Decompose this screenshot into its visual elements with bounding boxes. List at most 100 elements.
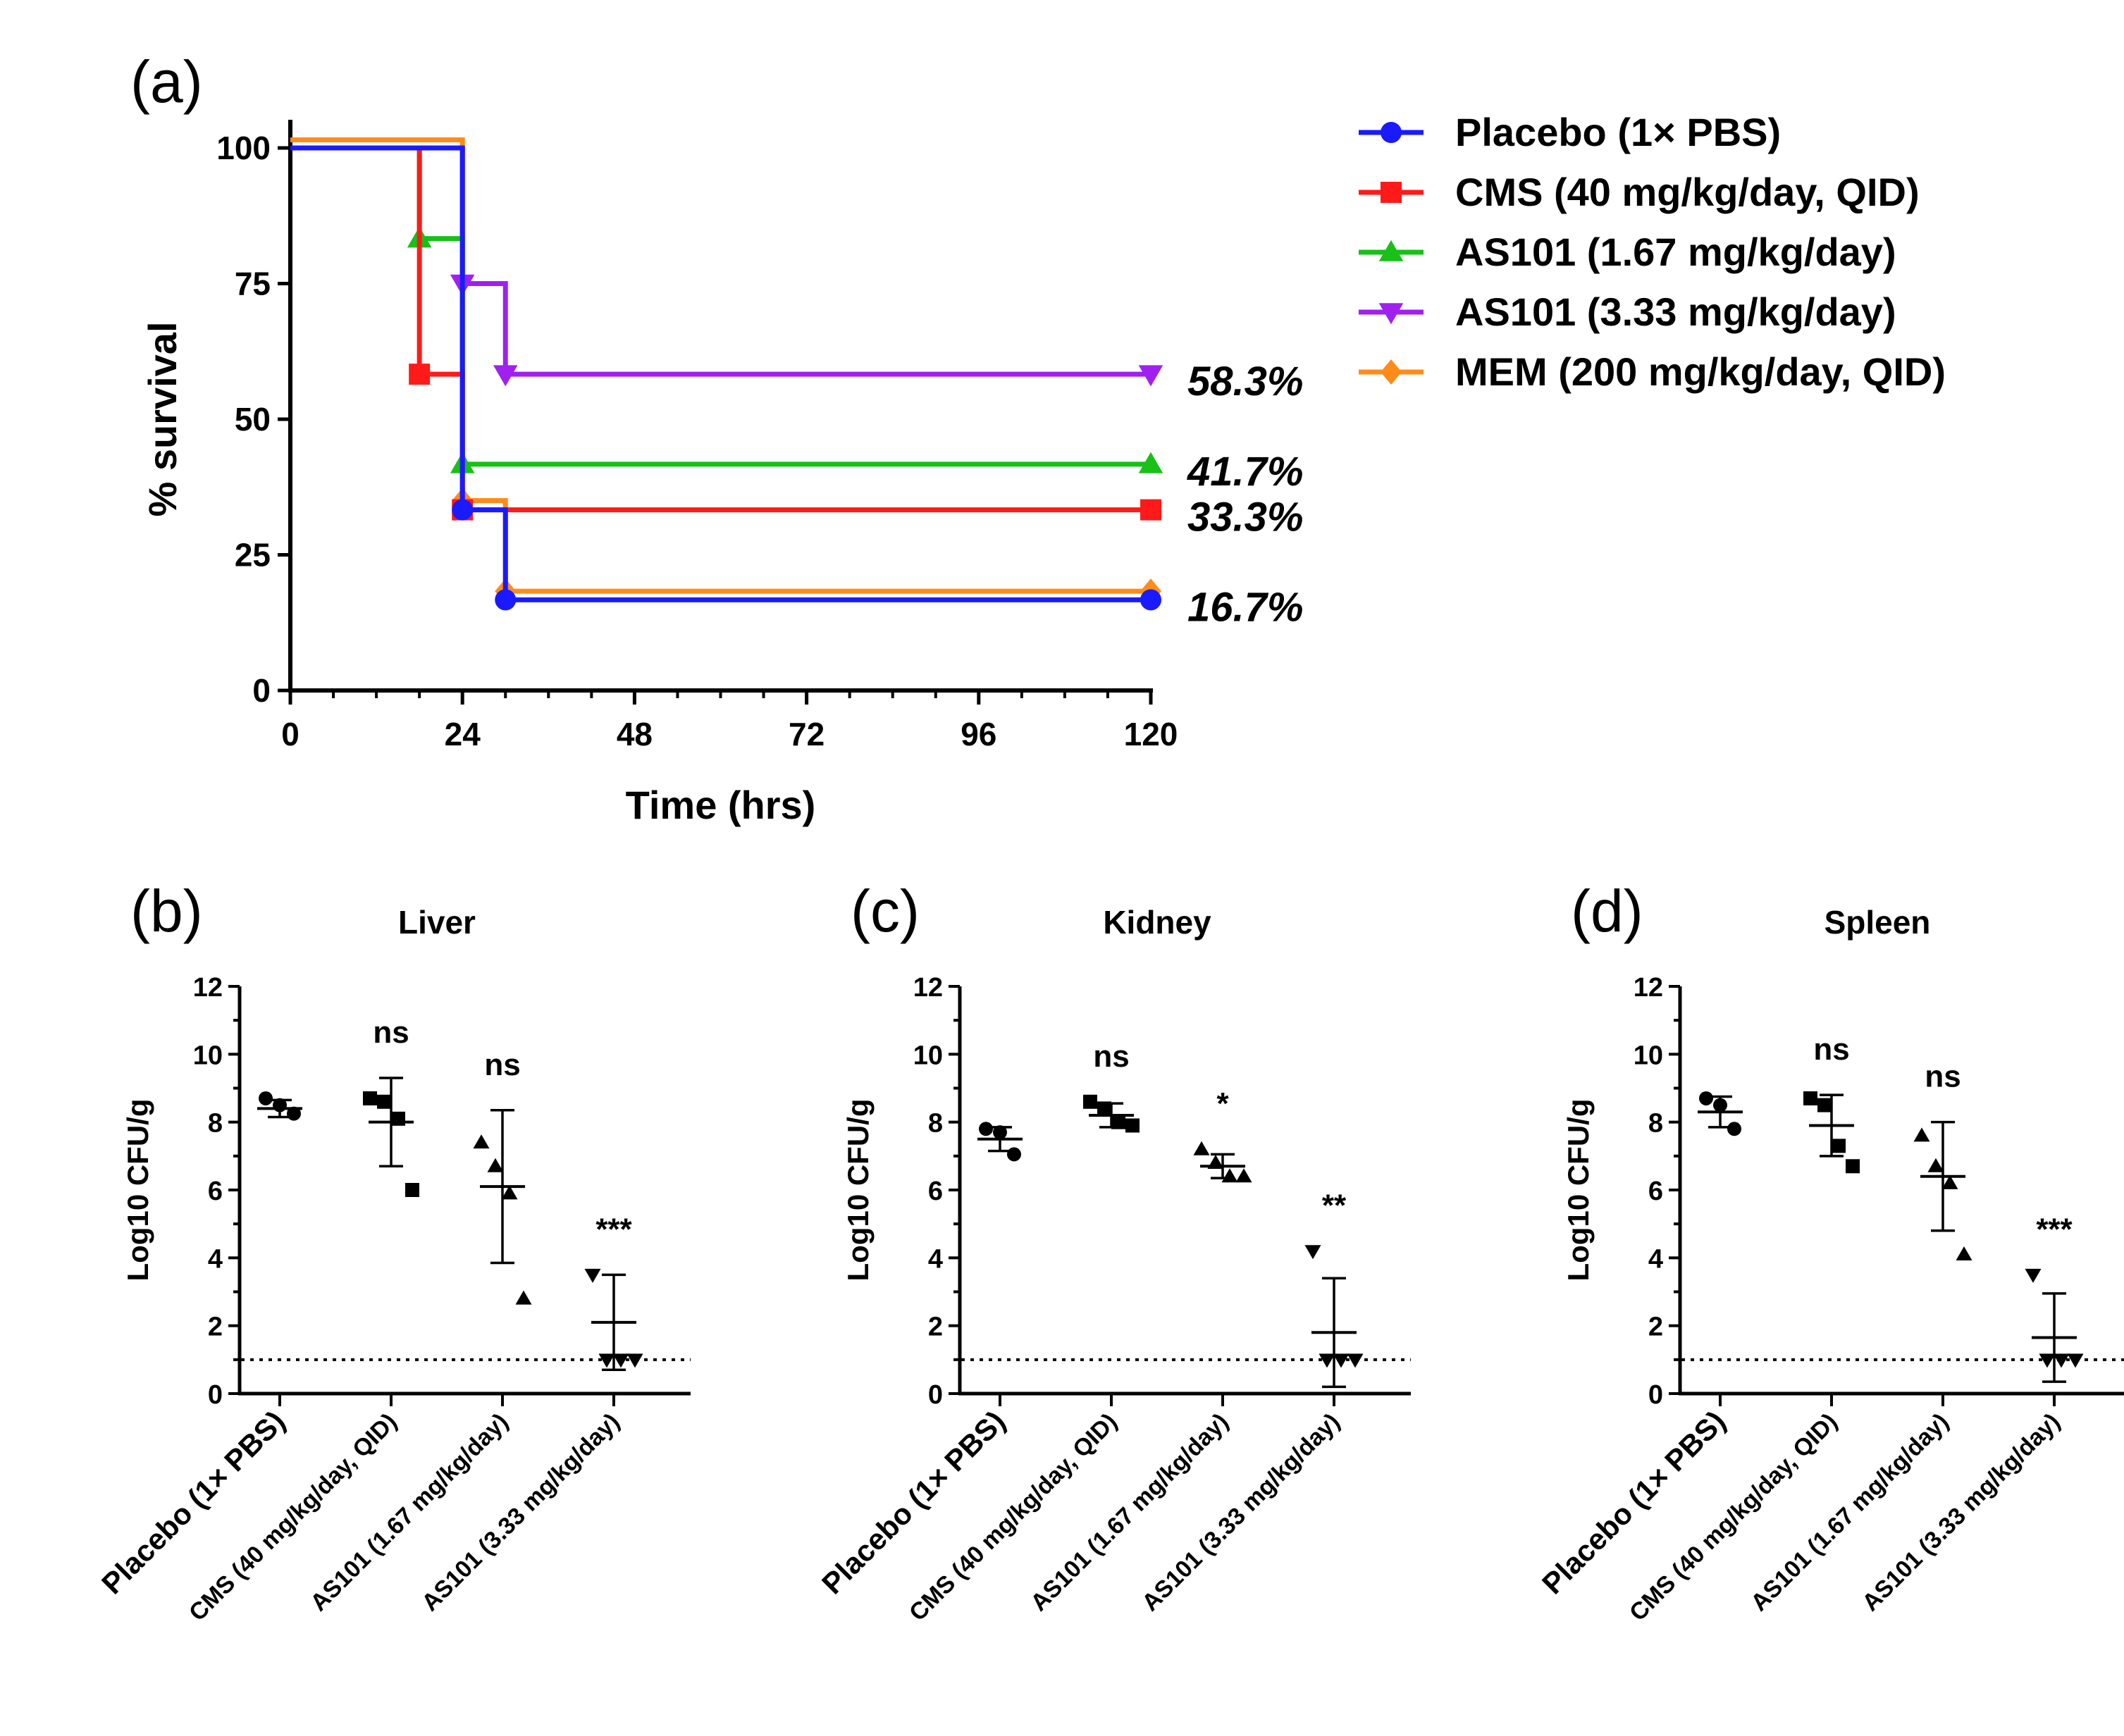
x-tick-label: 96 xyxy=(961,716,996,752)
data-point xyxy=(1913,1127,1930,1142)
data-point xyxy=(1803,1091,1817,1105)
data-point xyxy=(1221,1168,1238,1183)
data-point xyxy=(2025,1268,2042,1283)
data-point xyxy=(1083,1094,1097,1109)
y-tick-label: 4 xyxy=(1648,1244,1663,1274)
y-tick-label: 10 xyxy=(193,1041,223,1070)
data-point xyxy=(2067,1353,2084,1368)
data-point xyxy=(501,1185,518,1200)
y-axis-title: % survival xyxy=(140,321,185,516)
x-category-label: CMS (40 mg/kg/day, QID) xyxy=(1624,1408,1843,1627)
y-tick-label: 25 xyxy=(235,537,271,574)
survival-marker xyxy=(1138,452,1163,473)
y-tick-label: 12 xyxy=(1634,973,1663,1003)
x-tick-label: 72 xyxy=(789,716,825,752)
y-tick-label: 50 xyxy=(235,401,271,438)
data-point xyxy=(1235,1168,1252,1183)
survival-marker xyxy=(493,365,518,387)
panel-label: (a) xyxy=(130,49,203,115)
x-axis-title: Time (hrs) xyxy=(626,783,816,827)
data-point xyxy=(612,1353,629,1368)
data-point xyxy=(1699,1091,1713,1105)
legend-marker xyxy=(1381,359,1402,385)
survival-percent-label: 33.3% xyxy=(1187,495,1303,540)
panel-label: (c) xyxy=(851,878,920,944)
x-category-label: CMS (40 mg/kg/day, QID) xyxy=(904,1408,1123,1627)
survival-percent-label: 58.3% xyxy=(1187,359,1303,404)
survival-step-line xyxy=(290,145,1151,513)
data-point xyxy=(1927,1158,1944,1172)
chart-title: Spleen xyxy=(1824,904,1931,941)
y-tick-label: 8 xyxy=(208,1109,223,1139)
data-point xyxy=(363,1091,377,1105)
x-category-label: Placebo (1× PBS) xyxy=(1536,1404,1731,1600)
data-point xyxy=(1007,1147,1021,1162)
survival-legend: Placebo (1× PBS) CMS (40 mg/kg/day, QID) A… xyxy=(1359,110,1946,394)
x-category-label: AS101 (3.33 mg/kg/day) xyxy=(1857,1408,2065,1616)
x-category-label: Placebo (1× PBS) xyxy=(95,1404,291,1600)
y-tick-label: 4 xyxy=(928,1244,943,1274)
y-tick-label: 2 xyxy=(208,1313,223,1342)
data-point xyxy=(1193,1141,1210,1155)
liver-cfu-chart-panel: (b) Liver 0 2 4 6 8 10 12 Log10 CFU/g Placebo (1× … xyxy=(95,878,691,1626)
survival-marker xyxy=(1140,589,1161,611)
survival-step-line xyxy=(290,137,1151,594)
x-tick-label: 0 xyxy=(281,716,300,752)
y-axis-title: Log10 CFU/g xyxy=(841,1099,875,1282)
significance-label: *** xyxy=(595,1212,632,1246)
survival-percent-label: 41.7% xyxy=(1187,449,1303,495)
panel-label: (d) xyxy=(1571,878,1643,944)
legend-marker xyxy=(1378,240,1404,261)
data-point xyxy=(626,1353,643,1368)
y-axis-title: Log10 CFU/g xyxy=(121,1099,154,1282)
significance-label: ns xyxy=(1813,1032,1849,1067)
data-point xyxy=(487,1158,504,1172)
x-category-label: AS101 (3.33 mg/kg/day) xyxy=(416,1408,624,1616)
y-tick-label: 8 xyxy=(928,1109,943,1139)
legend-marker xyxy=(1378,303,1404,325)
y-tick-label: 12 xyxy=(193,973,223,1003)
data-point xyxy=(1304,1245,1321,1260)
survival-marker xyxy=(409,364,431,385)
x-tick-label: 48 xyxy=(617,716,653,752)
data-point xyxy=(1319,1353,1335,1368)
data-point xyxy=(473,1134,490,1149)
legend-label: Placebo (1× PBS) xyxy=(1455,110,1781,154)
data-point xyxy=(2039,1353,2056,1368)
data-point xyxy=(598,1353,615,1368)
legend-label: MEM (200 mg/kg/day, QID) xyxy=(1455,349,1946,394)
significance-label: ns xyxy=(373,1015,409,1050)
data-point xyxy=(377,1094,391,1109)
x-category-label: AS101 (3.33 mg/kg/day) xyxy=(1137,1408,1345,1616)
y-tick-label: 75 xyxy=(235,266,271,302)
y-tick-label: 2 xyxy=(1648,1313,1663,1342)
data-point xyxy=(979,1122,993,1136)
y-tick-label: 4 xyxy=(208,1244,223,1274)
data-point xyxy=(1956,1246,1972,1261)
survival-percent-label: 16.7% xyxy=(1187,584,1303,630)
legend-label: AS101 (1.67 mg/kg/day) xyxy=(1455,230,1896,274)
data-point xyxy=(1941,1174,1958,1189)
x-tick-label: 120 xyxy=(1124,716,1178,752)
survival-chart-panel: (a) 0 25 50 75 100 0 24 48 72 96 120 Time (hrs) % sur… xyxy=(130,49,1303,827)
y-tick-label: 10 xyxy=(1634,1041,1663,1070)
significance-label: ns xyxy=(1093,1039,1129,1074)
y-tick-label: 100 xyxy=(216,130,271,166)
y-tick-label: 0 xyxy=(1648,1380,1663,1410)
data-point xyxy=(1832,1139,1846,1153)
data-point xyxy=(1846,1159,1860,1174)
x-category-label: AS101 (1.67 mg/kg/day) xyxy=(1025,1408,1233,1616)
data-point xyxy=(1817,1098,1832,1112)
y-tick-label: 2 xyxy=(928,1313,943,1342)
y-tick-label: 12 xyxy=(913,973,943,1003)
data-point xyxy=(584,1268,601,1283)
y-tick-label: 0 xyxy=(928,1380,943,1410)
x-category-label: Placebo (1× PBS) xyxy=(815,1404,1011,1600)
x-category-label: CMS (40 mg/kg/day, QID) xyxy=(184,1408,402,1627)
significance-label: ** xyxy=(1322,1189,1347,1223)
y-axis-title: Log10 CFU/g xyxy=(1562,1099,1595,1282)
significance-label: *** xyxy=(2036,1212,2073,1246)
data-point xyxy=(1097,1101,1111,1116)
spleen-cfu-chart-panel: (d) Spleen 0 2 4 6 8 10 12 Log10 CFU/g Placebo (1×… xyxy=(1536,878,2124,1626)
data-point xyxy=(2053,1353,2070,1368)
